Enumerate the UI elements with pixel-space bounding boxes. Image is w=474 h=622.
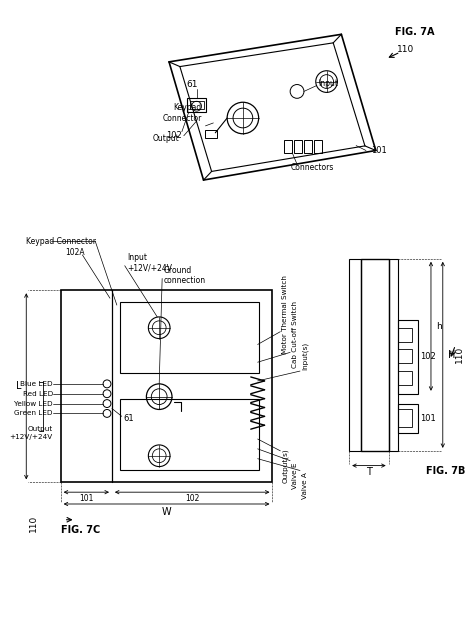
- Bar: [187, 98, 207, 112]
- Text: 110: 110: [397, 45, 414, 53]
- Text: Yellow LED: Yellow LED: [14, 401, 53, 407]
- Bar: [349, 259, 361, 451]
- Text: T: T: [366, 468, 372, 478]
- Bar: [399, 328, 412, 341]
- Text: Output(s): Output(s): [283, 448, 289, 483]
- Bar: [399, 371, 412, 385]
- Text: FIG. 7B: FIG. 7B: [426, 465, 465, 475]
- Text: W: W: [162, 507, 172, 517]
- Text: Blue LED: Blue LED: [20, 381, 53, 387]
- Bar: [61, 290, 273, 482]
- Bar: [399, 404, 418, 433]
- Bar: [399, 350, 412, 363]
- Text: Valve E: Valve E: [292, 462, 298, 489]
- Text: h: h: [436, 322, 442, 331]
- Text: Motor Thermal Switch: Motor Thermal Switch: [283, 276, 288, 355]
- Text: 102: 102: [166, 131, 182, 140]
- Text: 61: 61: [124, 414, 134, 423]
- Text: Output
+12V/+24V: Output +12V/+24V: [9, 426, 53, 440]
- Text: Keypad
Connector: Keypad Connector: [162, 103, 201, 123]
- Text: Cab Cut-off Switch: Cab Cut-off Switch: [292, 301, 298, 368]
- Text: 102: 102: [420, 352, 436, 361]
- Text: Green LED: Green LED: [14, 411, 53, 416]
- Text: L: L: [16, 381, 21, 391]
- Text: Input
+12V/+24V: Input +12V/+24V: [128, 253, 173, 272]
- Text: 61: 61: [186, 80, 198, 89]
- Bar: [205, 130, 217, 137]
- Text: Input: Input: [319, 79, 339, 88]
- Text: 101: 101: [420, 414, 436, 423]
- Bar: [314, 140, 322, 154]
- Text: FIG. 7A: FIG. 7A: [395, 27, 435, 37]
- Bar: [120, 399, 259, 470]
- Bar: [294, 140, 302, 154]
- Text: 102A: 102A: [66, 248, 85, 258]
- Text: H: H: [448, 350, 456, 360]
- Bar: [361, 259, 389, 451]
- Bar: [190, 101, 203, 109]
- Bar: [304, 140, 312, 154]
- Text: Ground
connection: Ground connection: [164, 266, 206, 285]
- Text: Connectors: Connectors: [290, 163, 334, 172]
- Text: Output: Output: [152, 134, 179, 143]
- Text: FIG. 7C: FIG. 7C: [61, 524, 100, 534]
- Text: 110: 110: [28, 515, 37, 532]
- Text: Keypad Connector: Keypad Connector: [26, 236, 96, 246]
- Bar: [389, 259, 399, 451]
- Text: Red LED: Red LED: [23, 391, 53, 397]
- Text: 102: 102: [185, 494, 200, 503]
- Text: Input(s): Input(s): [302, 342, 309, 370]
- Text: 101: 101: [371, 146, 387, 155]
- Bar: [284, 140, 292, 154]
- Bar: [120, 302, 259, 373]
- Bar: [399, 409, 412, 427]
- Text: Valve A: Valve A: [302, 472, 308, 499]
- Bar: [399, 320, 418, 394]
- Text: 110: 110: [455, 346, 464, 363]
- Text: 101: 101: [79, 494, 93, 503]
